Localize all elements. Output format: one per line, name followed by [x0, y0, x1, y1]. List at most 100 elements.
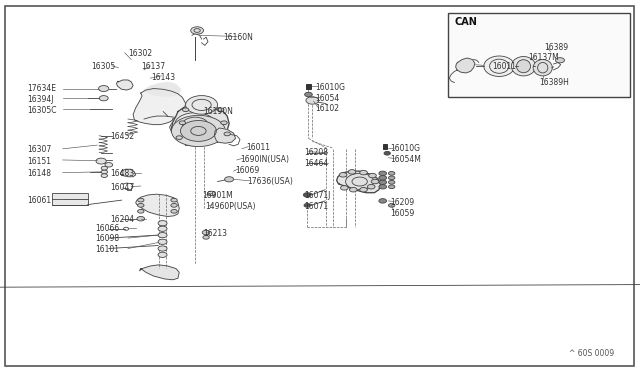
Text: 16054M: 16054M — [390, 155, 421, 164]
Text: 16010G: 16010G — [390, 144, 420, 153]
Text: 16102: 16102 — [315, 105, 339, 113]
Circle shape — [388, 171, 395, 175]
Circle shape — [138, 209, 144, 213]
Circle shape — [171, 203, 177, 207]
Text: 16059: 16059 — [390, 209, 415, 218]
Circle shape — [158, 239, 167, 244]
Polygon shape — [337, 171, 381, 193]
Text: 16302: 16302 — [128, 49, 152, 58]
Circle shape — [379, 199, 387, 203]
Circle shape — [180, 121, 216, 141]
Text: 16305: 16305 — [92, 62, 116, 71]
Text: 16209: 16209 — [390, 198, 415, 207]
Text: 16190N: 16190N — [204, 107, 234, 116]
Text: 16071: 16071 — [305, 202, 329, 211]
Text: 16389: 16389 — [544, 44, 568, 52]
Circle shape — [379, 176, 387, 180]
Text: 16452: 16452 — [110, 132, 134, 141]
Ellipse shape — [511, 57, 536, 76]
Circle shape — [340, 186, 348, 190]
Polygon shape — [170, 112, 216, 136]
Circle shape — [379, 180, 387, 185]
Bar — [448, 13, 630, 97]
Bar — [52, 193, 88, 205]
Text: 16143: 16143 — [152, 73, 176, 81]
Circle shape — [99, 86, 109, 92]
Circle shape — [371, 179, 379, 184]
Circle shape — [105, 163, 113, 167]
Text: 16054: 16054 — [315, 94, 339, 103]
Circle shape — [379, 185, 387, 189]
Circle shape — [348, 170, 356, 174]
Text: 16137: 16137 — [141, 62, 165, 71]
Text: 16394J: 16394J — [27, 95, 53, 104]
Text: 16305C: 16305C — [27, 106, 56, 115]
Circle shape — [175, 113, 216, 137]
Circle shape — [137, 217, 145, 221]
Text: 16011: 16011 — [492, 62, 516, 71]
Circle shape — [388, 180, 395, 184]
Polygon shape — [136, 194, 179, 217]
Polygon shape — [120, 169, 136, 177]
Circle shape — [158, 226, 167, 231]
Text: 16098: 16098 — [95, 234, 119, 243]
Circle shape — [306, 97, 319, 104]
Circle shape — [349, 187, 357, 192]
Circle shape — [388, 203, 395, 207]
Circle shape — [388, 185, 395, 189]
Circle shape — [225, 177, 234, 182]
Circle shape — [101, 174, 108, 177]
Text: 16213: 16213 — [204, 229, 228, 238]
Circle shape — [379, 171, 387, 176]
Circle shape — [388, 176, 395, 180]
Circle shape — [158, 246, 167, 251]
Text: 16389H: 16389H — [540, 78, 570, 87]
Text: 16464: 16464 — [305, 159, 329, 168]
Circle shape — [182, 108, 189, 112]
Circle shape — [99, 96, 108, 101]
Circle shape — [138, 198, 144, 202]
Circle shape — [101, 166, 108, 170]
Circle shape — [203, 235, 209, 239]
Circle shape — [191, 27, 204, 34]
Text: 16066: 16066 — [95, 224, 119, 233]
Circle shape — [96, 158, 106, 164]
Text: 1690IN(USA): 1690IN(USA) — [241, 155, 290, 164]
Circle shape — [101, 170, 108, 174]
Text: 16071J: 16071J — [305, 191, 331, 200]
Polygon shape — [214, 128, 236, 143]
Text: 14960P(USA): 14960P(USA) — [205, 202, 255, 211]
Text: CAN: CAN — [454, 17, 477, 27]
Circle shape — [158, 232, 167, 238]
Circle shape — [202, 230, 210, 235]
Polygon shape — [144, 83, 180, 96]
Text: 16307: 16307 — [27, 145, 51, 154]
Text: 16148: 16148 — [27, 169, 51, 178]
Circle shape — [360, 187, 367, 192]
Circle shape — [384, 151, 390, 155]
Text: 16151: 16151 — [27, 157, 51, 166]
Circle shape — [369, 173, 376, 178]
Ellipse shape — [533, 60, 552, 76]
Polygon shape — [182, 130, 208, 146]
Polygon shape — [116, 80, 133, 90]
Polygon shape — [133, 89, 186, 125]
Circle shape — [179, 121, 186, 125]
Text: 16101: 16101 — [95, 245, 119, 254]
Circle shape — [224, 132, 230, 136]
Circle shape — [172, 115, 225, 147]
Ellipse shape — [484, 56, 515, 77]
Circle shape — [221, 121, 227, 125]
Text: 17634E: 17634E — [27, 84, 56, 93]
Text: 16069: 16069 — [235, 166, 259, 174]
Text: 16901M: 16901M — [202, 191, 233, 200]
Circle shape — [304, 203, 310, 207]
Circle shape — [367, 185, 375, 189]
Circle shape — [556, 58, 564, 63]
Circle shape — [339, 173, 347, 177]
Text: 16483: 16483 — [110, 169, 134, 178]
Circle shape — [158, 252, 167, 257]
Polygon shape — [172, 105, 229, 143]
Circle shape — [171, 209, 177, 213]
Polygon shape — [456, 58, 475, 73]
